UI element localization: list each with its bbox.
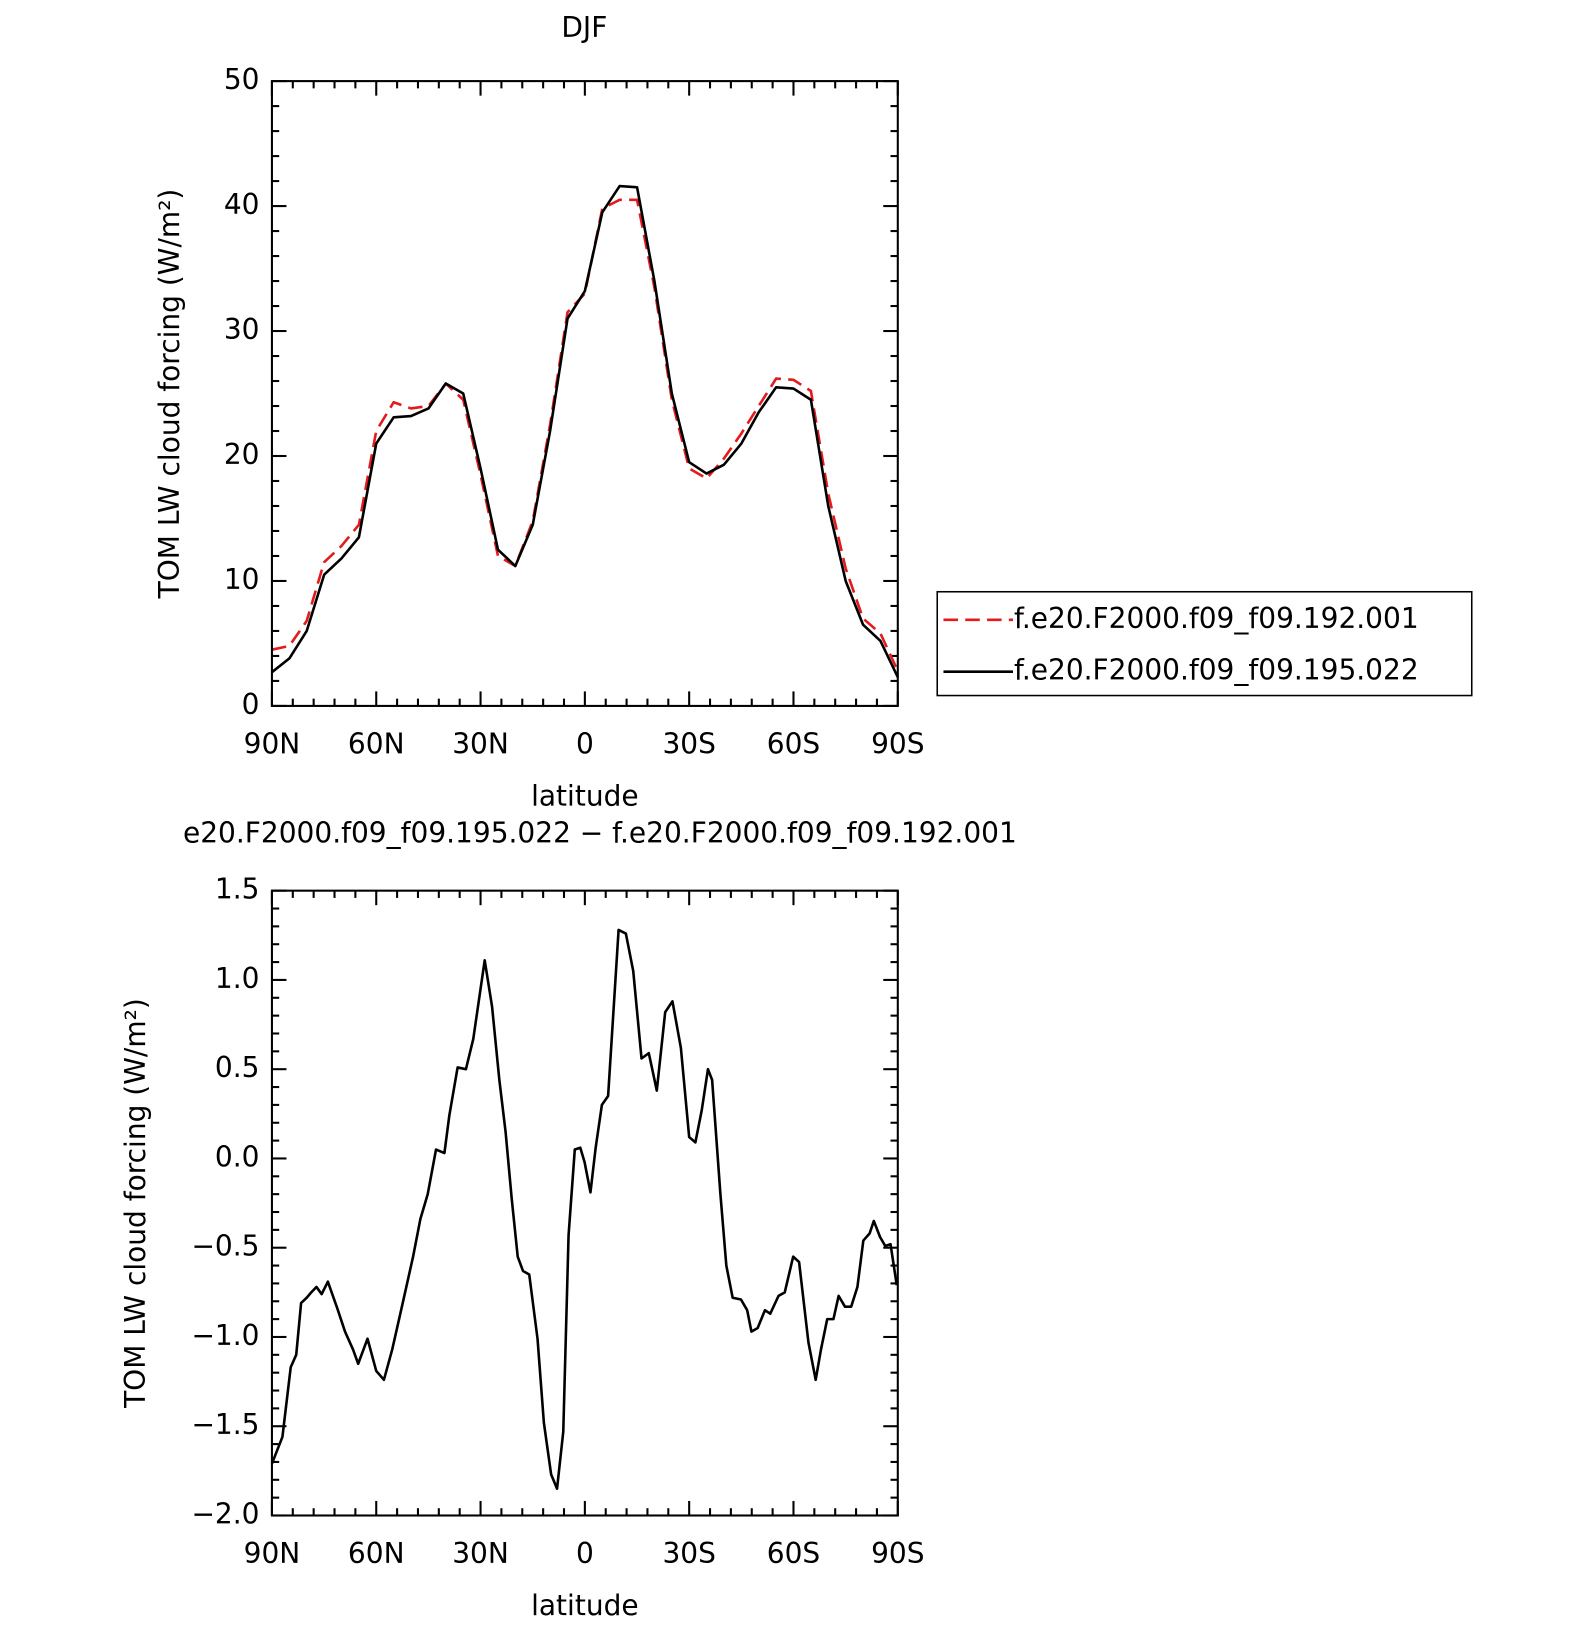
data-line [270,928,899,1491]
y-tick-label: 1.0 [215,962,260,995]
y-tick-label: 40 [224,188,260,221]
plot-frame [270,80,899,707]
legend-label: f.e20.F2000.f09_f09.192.001 [1014,602,1419,635]
plot-frame [270,889,899,1517]
y-tick-label: 1.5 [215,873,260,906]
y-tick-label: −1.5 [191,1408,259,1441]
y-tick-label: −1.0 [191,1319,259,1352]
x-tick-label: 30S [662,727,715,760]
data-line [271,198,899,672]
x-tick-label: 60N [348,727,405,760]
y-tick-label: 0 [242,688,260,721]
x-tick-label: 0 [576,1537,594,1570]
y-axis-label: TOM LW cloud forcing (W/m²) [153,189,186,600]
y-tick-label: 0.0 [215,1140,260,1173]
x-tick-label: 60N [348,1537,405,1570]
x-tick-label: 30N [452,727,509,760]
data-line [271,184,899,678]
x-axis-label: latitude [531,1589,638,1622]
x-tick-label: 90N [244,1537,301,1570]
y-tick-label: −0.5 [191,1230,259,1263]
y-tick-label: 0.5 [215,1051,260,1084]
chart-title: DJF [561,11,607,44]
y-axis-label: TOM LW cloud forcing (W/m²) [119,998,152,1409]
y-tick-label: 10 [224,563,260,596]
y-tick-label: 50 [224,63,260,96]
x-axis-label: latitude [531,779,638,812]
x-tick-label: 0 [576,727,594,760]
legend-box [936,590,1473,697]
y-tick-label: 30 [224,313,260,346]
legend-label: f.e20.F2000.f09_f09.195.022 [1014,654,1419,687]
x-tick-label: 30S [662,1537,715,1570]
x-tick-label: 60S [767,727,820,760]
x-tick-label: 30N [452,1537,509,1570]
x-tick-label: 90S [871,727,924,760]
x-tick-label: 90N [244,727,301,760]
chart-title: e20.F2000.f09_f09.195.022 − f.e20.F2000.… [183,817,1017,850]
y-tick-label: −2.0 [191,1497,259,1530]
x-tick-label: 90S [871,1537,924,1570]
x-tick-label: 60S [767,1537,820,1570]
y-tick-label: 20 [224,438,260,471]
